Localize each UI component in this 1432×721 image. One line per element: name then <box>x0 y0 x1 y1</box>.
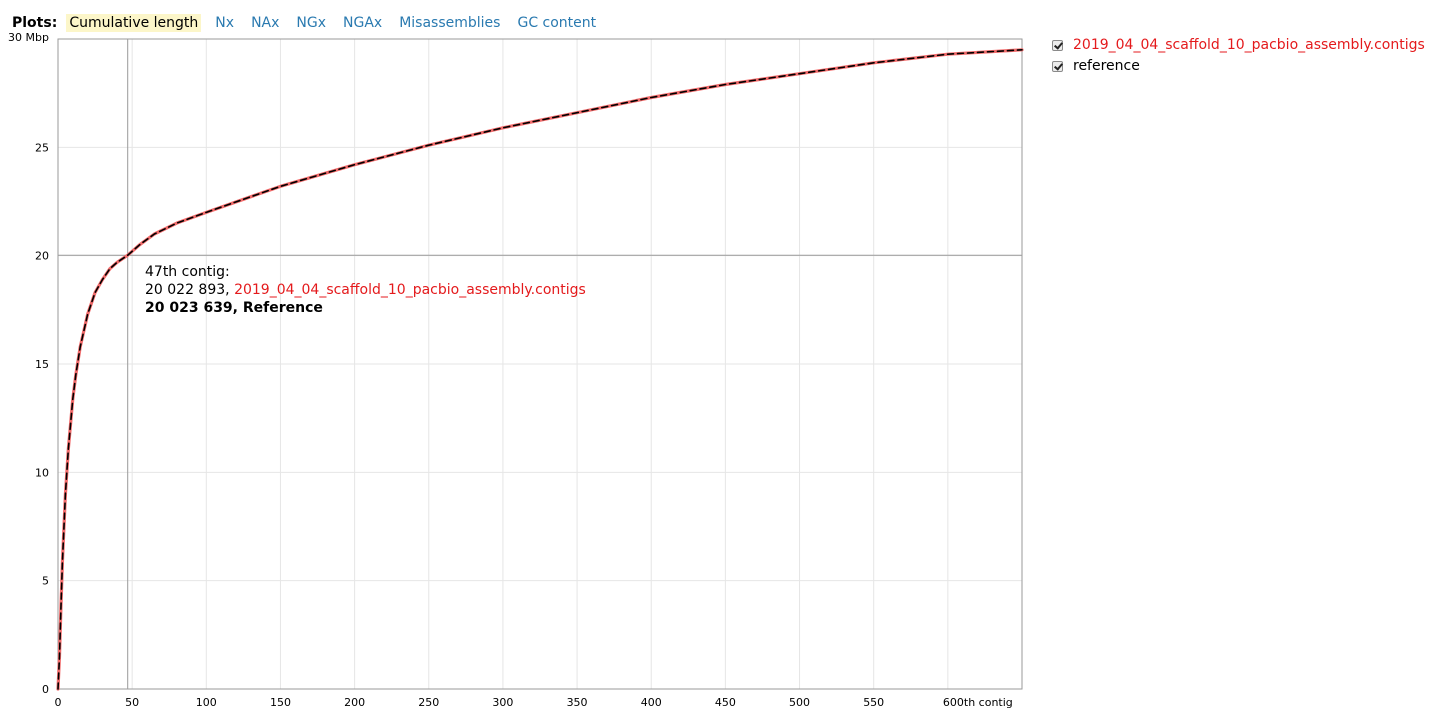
tab-ngx[interactable]: NGx <box>296 15 327 31</box>
x-tick-label: 600th contig <box>943 696 1013 709</box>
chart-tooltip: 47th contig: 20 022 893, 2019_04_04_scaf… <box>145 263 586 317</box>
legend-item-reference[interactable]: reference <box>1052 56 1425 76</box>
reference-checkbox[interactable] <box>1052 60 1063 72</box>
tab-cumulative-length[interactable]: Cumulative length <box>66 14 202 32</box>
tooltip-assembly-line: 20 022 893, 2019_04_04_scaffold_10_pacbi… <box>145 281 586 299</box>
y-tick-label: 5 <box>42 575 49 588</box>
tab-gc-content[interactable]: GC content <box>517 15 597 31</box>
x-tick-label: 250 <box>418 696 439 709</box>
x-tick-label: 50 <box>125 696 139 709</box>
y-tick-label: 30 Mbp <box>8 31 49 44</box>
y-tick-label: 0 <box>42 683 49 696</box>
plots-bar: Plots: Cumulative length Nx NAx NGx NGAx… <box>12 13 610 33</box>
x-tick-label: 150 <box>270 696 291 709</box>
plot-border <box>57 38 1023 690</box>
x-tick-label: 200 <box>344 696 365 709</box>
legend: 2019_04_04_scaffold_10_pacbio_assembly.c… <box>1052 35 1425 77</box>
tooltip-reference-line: 20 023 639, Reference <box>145 300 323 316</box>
x-tick-label: 550 <box>863 696 884 709</box>
tooltip-assembly-name: 2019_04_04_scaffold_10_pacbio_assembly.c… <box>234 282 586 298</box>
plots-label: Plots: <box>12 15 58 31</box>
legend-label-reference[interactable]: reference <box>1073 58 1140 74</box>
assembly-checkbox[interactable] <box>1052 39 1063 51</box>
x-tick-label: 450 <box>715 696 736 709</box>
x-tick-label: 100 <box>196 696 217 709</box>
x-tick-label: 0 <box>55 696 62 709</box>
tooltip-title: 47th contig: <box>145 264 230 280</box>
tooltip-assembly-value: 20 022 893, <box>145 282 230 298</box>
x-tick-label: 350 <box>567 696 588 709</box>
tab-nx[interactable]: Nx <box>215 15 235 31</box>
y-tick-label: 10 <box>35 466 49 479</box>
x-tick-label: 500 <box>789 696 810 709</box>
x-tick-label: 300 <box>492 696 513 709</box>
tab-misassemblies[interactable]: Misassemblies <box>399 15 501 31</box>
legend-item-assembly[interactable]: 2019_04_04_scaffold_10_pacbio_assembly.c… <box>1052 35 1425 55</box>
series-line-reference <box>57 49 1023 690</box>
y-tick-label: 15 <box>35 358 49 371</box>
y-tick-label: 25 <box>35 141 49 154</box>
legend-label-assembly[interactable]: 2019_04_04_scaffold_10_pacbio_assembly.c… <box>1073 37 1425 53</box>
y-tick-label: 20 <box>35 250 49 263</box>
x-tick-label: 400 <box>641 696 662 709</box>
series-line-assembly <box>56 48 1024 691</box>
tab-nax[interactable]: NAx <box>251 15 280 31</box>
tab-ngax[interactable]: NGAx <box>343 15 383 31</box>
